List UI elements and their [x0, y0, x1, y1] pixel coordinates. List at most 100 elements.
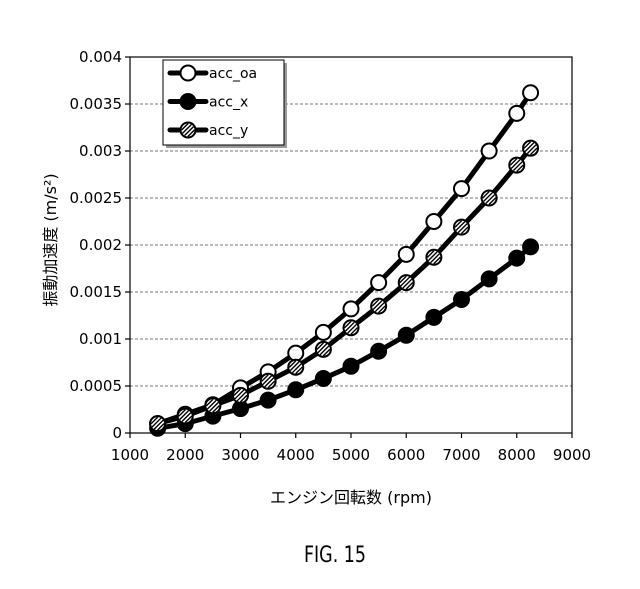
data-point [344, 320, 359, 335]
y-tick-label: 0 [112, 424, 122, 442]
data-point-marker [454, 220, 469, 235]
data-point [181, 66, 196, 81]
data-point-marker [150, 416, 165, 431]
data-point [261, 374, 276, 389]
x-tick-label: 9000 [553, 446, 591, 464]
data-point-marker [371, 275, 386, 290]
data-point [288, 382, 303, 397]
data-point-marker [233, 388, 248, 403]
data-point-marker [178, 409, 193, 424]
data-point-marker [399, 247, 414, 262]
data-point [426, 250, 441, 265]
y-tick-label: 0.003 [79, 142, 122, 160]
x-tick-label: 1000 [111, 446, 149, 464]
data-point-marker [523, 239, 538, 254]
data-point-marker [482, 271, 497, 286]
y-tick-label: 0.0005 [70, 377, 123, 395]
legend-label: acc_y [209, 123, 248, 139]
x-tick-label: 4000 [277, 446, 315, 464]
data-point-marker [205, 398, 220, 413]
data-point-marker [523, 141, 538, 156]
data-point [178, 409, 193, 424]
x-tick-label: 2000 [166, 446, 204, 464]
data-point-marker [523, 85, 538, 100]
figure-label: FIG. 15 [304, 543, 366, 568]
data-point [261, 393, 276, 408]
y-tick-label: 0.004 [79, 48, 122, 66]
x-tick-label: 8000 [498, 446, 536, 464]
data-point [509, 106, 524, 121]
data-point-marker [426, 214, 441, 229]
data-point-marker [509, 251, 524, 266]
y-tick-label: 0.0015 [70, 283, 123, 301]
data-point [233, 388, 248, 403]
y-tick-label: 0.002 [79, 236, 122, 254]
legend-item-acc-oa: acc_oa [170, 66, 257, 83]
data-point [316, 342, 331, 357]
data-point-marker [509, 158, 524, 173]
data-point [288, 346, 303, 361]
data-point [523, 141, 538, 156]
data-point [371, 299, 386, 314]
data-point-marker [288, 360, 303, 375]
data-point [523, 85, 538, 100]
legend-label: acc_x [209, 95, 248, 111]
data-point [181, 94, 196, 109]
y-axis: 0 0.0005 0.001 0.0015 0.002 0.0025 0.003 0.0035… [70, 48, 131, 442]
data-point-marker [316, 371, 331, 386]
data-point-marker [344, 301, 359, 316]
data-point-marker [482, 144, 497, 159]
data-point-marker [181, 94, 196, 109]
data-point-marker [371, 299, 386, 314]
data-point [344, 301, 359, 316]
data-point-marker [288, 346, 303, 361]
data-point [371, 275, 386, 290]
data-point [344, 359, 359, 374]
data-point [399, 247, 414, 262]
legend: acc_oa acc_x acc_y [163, 60, 287, 148]
y-tick-label: 0.0035 [70, 95, 123, 113]
data-point-marker [181, 66, 196, 81]
data-point [523, 239, 538, 254]
x-tick-label: 3000 [221, 446, 259, 464]
y-tick-label: 0.001 [79, 330, 122, 348]
data-point-marker [181, 123, 196, 138]
data-point [509, 158, 524, 173]
data-point-marker [344, 359, 359, 374]
legend-label: acc_oa [209, 66, 257, 82]
data-point-marker [371, 344, 386, 359]
data-point [509, 251, 524, 266]
data-point [150, 416, 165, 431]
data-point-marker [426, 250, 441, 265]
x-axis-title: エンジン回転数 (rpm) [270, 488, 432, 507]
data-point [399, 275, 414, 290]
y-tick-label: 0.0025 [70, 189, 123, 207]
y-axis-title: 振動加速度 (m/s²) [41, 173, 60, 306]
data-point [181, 123, 196, 138]
data-point-marker [509, 106, 524, 121]
data-point [454, 181, 469, 196]
data-point-marker [454, 292, 469, 307]
data-point [399, 328, 414, 343]
data-point-marker [454, 181, 469, 196]
x-tick-label: 7000 [442, 446, 480, 464]
data-point [316, 371, 331, 386]
data-point-marker [261, 374, 276, 389]
data-point-marker [288, 382, 303, 397]
data-point [454, 220, 469, 235]
data-point-marker [316, 342, 331, 357]
data-point [482, 271, 497, 286]
data-point [316, 325, 331, 340]
data-point [371, 344, 386, 359]
x-tick-label: 5000 [332, 446, 370, 464]
data-point [482, 191, 497, 206]
data-point [454, 292, 469, 307]
data-point-marker [399, 328, 414, 343]
data-point [482, 144, 497, 159]
data-point-marker [316, 325, 331, 340]
data-point-marker [426, 310, 441, 325]
data-point-marker [344, 320, 359, 335]
data-point [205, 398, 220, 413]
data-point [426, 214, 441, 229]
